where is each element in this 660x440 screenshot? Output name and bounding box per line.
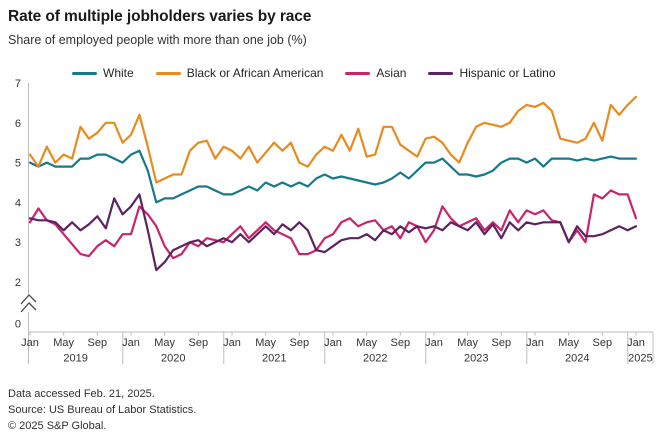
legend-swatch-asian <box>345 71 371 75</box>
x-month-label: Jan <box>21 337 39 349</box>
series-line-hispanic-or-latino <box>28 193 638 272</box>
y-tick-label: 0 <box>15 319 21 331</box>
x-month-label: May <box>154 337 175 349</box>
x-month-label: May <box>255 337 276 349</box>
series-line-white <box>28 149 638 204</box>
footer-data-accessed: Data accessed Feb. 21, 2025. <box>8 388 155 400</box>
x-month-label: Sep <box>290 337 310 349</box>
legend-item-hispanic-or-latino: Hispanic or Latino <box>428 66 556 80</box>
x-month-label: Jan <box>526 337 544 349</box>
x-month-label: Sep <box>88 337 108 349</box>
x-month-label: Sep <box>189 337 209 349</box>
x-year-label: 2025 <box>628 353 652 365</box>
legend-label-asian: Asian <box>376 66 407 80</box>
legend-label-black-or-african-american: Black or African American <box>186 66 324 80</box>
legend-swatch-white <box>72 71 97 75</box>
legend-item-black-or-african-american: Black or African American <box>155 66 324 80</box>
chart-footer: Data accessed Feb. 21, 2025. Source: US … <box>8 387 196 435</box>
x-month-label: Jan <box>122 337 140 349</box>
x-month-label: May <box>53 337 74 349</box>
x-month-label: Sep <box>593 337 613 349</box>
footer-copyright: © 2025 S&P Global. <box>8 419 107 432</box>
x-month-label: May <box>558 337 579 349</box>
x-month-label: Jan <box>425 337 443 349</box>
footer-source: Source: US Bureau of Labor Statistics. <box>8 403 197 416</box>
legend-label-hispanic-or-latino: Hispanic or Latino <box>459 66 556 80</box>
x-year-label: 2019 <box>63 353 87 365</box>
legend: White Black or African American Asian Hispa… <box>72 66 556 80</box>
y-tick-label: 6 <box>15 118 21 130</box>
legend-swatch-black-or-african-american <box>155 71 181 75</box>
x-year-label: 2022 <box>363 353 387 365</box>
legend-item-asian: Asian <box>345 66 406 80</box>
series-line-black-or-african-american <box>28 95 638 184</box>
chart-title: Rate of multiple jobholders varies by ra… <box>8 8 312 25</box>
x-year-label: 2023 <box>464 353 488 365</box>
y-tick-label: 4 <box>15 197 21 209</box>
y-tick-label: 5 <box>15 158 21 170</box>
x-month-label: Jan <box>223 337 241 349</box>
series-line-asian <box>28 189 638 260</box>
x-month-label: May <box>457 337 478 349</box>
axis-break-icon <box>20 302 37 313</box>
x-year-label: 2020 <box>161 353 185 365</box>
legend-label-white: White <box>103 66 134 80</box>
legend-item-white: White <box>72 66 134 80</box>
x-year-label: 2024 <box>565 353 589 365</box>
y-tick-label: 3 <box>15 237 21 249</box>
x-month-label: Jan <box>627 337 645 349</box>
axis-break-icon <box>20 294 37 305</box>
x-month-label: May <box>356 337 377 349</box>
x-month-label: Jan <box>324 337 342 349</box>
x-year-label: 2021 <box>262 353 286 365</box>
x-month-label: Sep <box>391 337 411 349</box>
y-tick-label: 7 <box>15 78 21 90</box>
chart-subtitle: Share of employed people with more than … <box>8 33 307 47</box>
x-month-label: Sep <box>492 337 512 349</box>
legend-swatch-hispanic-or-latino <box>428 71 454 75</box>
y-tick-label: 2 <box>15 277 21 289</box>
